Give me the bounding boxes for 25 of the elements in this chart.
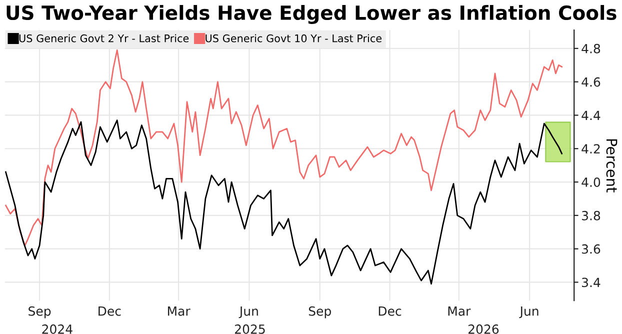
y-tick-label: 3.6 — [582, 244, 600, 254]
y-tick-label: 4.0 — [582, 178, 600, 187]
y-tick-label: 4.4 — [582, 110, 600, 120]
chart-title: US Two-Year Yields Have Edged Lower as Inflation Cools — [6, 5, 616, 24]
line-series — [5, 49, 563, 246]
x-tick-label: Jun — [238, 306, 258, 318]
x2-tick-label: 2024 — [42, 324, 72, 334]
legend-label: US Generic Govt 10 Yr - Last Price — [206, 34, 382, 42]
y-tick-label: 4.2 — [582, 144, 600, 154]
x2-tick-label: 2025 — [234, 324, 265, 334]
x2-tick-label: 2026 — [468, 324, 499, 334]
x-tick-label: Mar — [448, 306, 471, 316]
x-tick-label: Dec — [378, 306, 402, 316]
x-tick-label: Jun — [519, 306, 538, 318]
y-tick-label: 4.8 — [582, 44, 600, 54]
legend-label: US Generic Govt 2 Yr - Last Price — [19, 34, 189, 42]
y-tick-label: 4.6 — [582, 77, 600, 87]
y-tick-label: 3.4 — [582, 278, 600, 288]
y-axis-title: Percent — [606, 139, 618, 192]
x-tick-label: Sep — [28, 306, 51, 318]
x-tick-label: Mar — [168, 306, 190, 316]
x-tick-label: Dec — [98, 306, 121, 316]
line-series — [5, 120, 563, 285]
y-tick-label: 3.8 — [582, 210, 600, 220]
x-tick-label: Sep — [308, 306, 331, 318]
